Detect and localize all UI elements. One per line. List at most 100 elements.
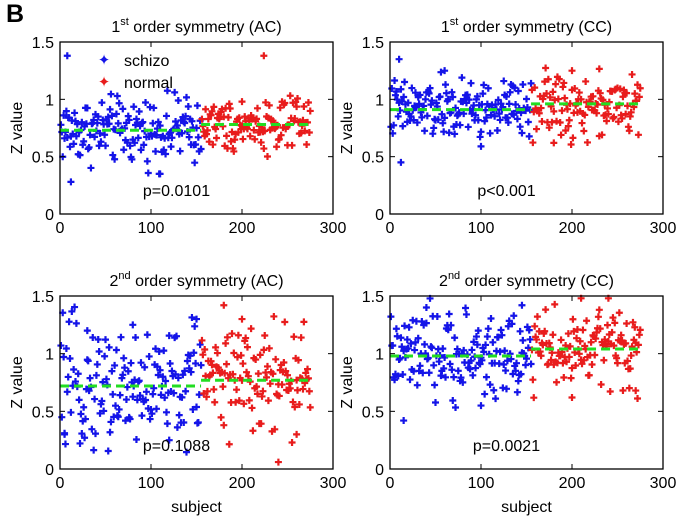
data-point-schizo <box>452 104 460 112</box>
data-point-schizo <box>460 346 468 354</box>
data-point-normal <box>240 400 248 408</box>
data-point-schizo <box>465 96 473 104</box>
data-point-schizo <box>438 110 446 118</box>
data-point-schizo <box>105 343 113 351</box>
data-point-normal <box>567 374 575 382</box>
data-point-schizo <box>139 118 147 126</box>
data-point-schizo <box>519 336 527 344</box>
data-point-schizo <box>452 404 460 412</box>
data-point-schizo <box>421 95 429 103</box>
data-point-schizo <box>406 376 414 384</box>
data-point-schizo <box>182 93 190 101</box>
data-point-normal <box>580 356 588 364</box>
data-point-schizo <box>156 122 164 130</box>
data-point-schizo <box>152 131 160 139</box>
data-point-normal <box>228 128 236 136</box>
data-point-schizo <box>162 408 170 416</box>
data-point-schizo <box>478 356 486 364</box>
data-point-normal <box>581 111 589 119</box>
data-point-schizo <box>512 100 520 108</box>
data-point-schizo <box>193 102 201 110</box>
data-point-normal <box>212 125 220 133</box>
data-point-schizo <box>187 368 195 376</box>
data-point-schizo <box>109 390 117 398</box>
data-point-normal <box>594 313 602 321</box>
data-point-normal <box>553 117 561 125</box>
data-point-normal <box>629 318 637 326</box>
data-point-schizo <box>96 129 104 137</box>
data-point-normal <box>257 420 265 428</box>
data-point-schizo <box>444 326 452 334</box>
data-point-normal <box>272 355 280 363</box>
data-point-normal <box>571 84 579 92</box>
data-point-schizo <box>108 367 116 375</box>
data-point-normal <box>634 341 642 349</box>
data-point-schizo <box>104 447 112 455</box>
data-point-normal <box>595 306 603 314</box>
data-point-schizo <box>152 147 160 155</box>
data-point-schizo <box>143 331 151 339</box>
data-point-normal <box>588 361 596 368</box>
data-point-normal <box>256 351 264 359</box>
data-point-normal <box>557 131 565 139</box>
data-point-schizo <box>506 88 514 96</box>
y-tick-label: 0.5 <box>362 150 384 167</box>
data-point-normal <box>618 114 626 122</box>
data-point-schizo <box>410 116 418 124</box>
data-point-schizo <box>64 373 72 381</box>
data-point-normal <box>226 105 234 113</box>
data-point-normal <box>291 115 299 123</box>
data-point-schizo <box>524 344 532 352</box>
data-point-schizo <box>57 121 65 129</box>
data-point-normal <box>252 356 260 364</box>
data-point-schizo <box>490 386 498 394</box>
data-point-schizo <box>415 100 423 108</box>
data-point-normal <box>546 93 554 101</box>
data-point-schizo <box>163 420 171 428</box>
data-point-schizo <box>462 310 470 318</box>
x-tick-label: 0 <box>56 220 65 237</box>
plot-frame <box>59 295 334 470</box>
data-point-schizo <box>60 353 68 361</box>
data-point-schizo <box>112 346 120 354</box>
y-axis-label: Z value <box>339 102 356 155</box>
data-point-schizo <box>88 425 96 433</box>
data-point-normal <box>623 320 631 328</box>
data-point-schizo <box>137 146 145 154</box>
data-point-normal <box>568 67 576 75</box>
x-tick-label: 100 <box>138 475 165 492</box>
data-point-schizo <box>96 409 104 417</box>
data-point-schizo <box>439 119 447 127</box>
data-point-schizo <box>441 67 449 75</box>
data-point-schizo <box>162 377 170 385</box>
data-point-schizo <box>119 105 127 113</box>
data-point-normal <box>539 341 547 349</box>
data-point-schizo <box>513 388 521 396</box>
data-point-schizo <box>154 371 162 379</box>
data-point-normal <box>199 351 207 359</box>
data-point-schizo <box>447 321 455 329</box>
p-value-annotation: p=0.0021 <box>473 438 540 455</box>
y-tick-label: 1 <box>45 347 54 364</box>
data-point-schizo <box>514 377 522 385</box>
data-point-normal <box>220 301 228 309</box>
data-point-schizo <box>106 428 114 436</box>
legend-label-normal: normal <box>124 75 173 92</box>
data-point-schizo <box>194 418 202 426</box>
data-point-schizo <box>176 147 184 155</box>
data-point-normal <box>210 385 218 393</box>
data-point-normal <box>577 95 585 103</box>
data-point-normal <box>213 134 221 142</box>
data-point-schizo <box>525 326 533 334</box>
data-point-schizo <box>84 357 92 365</box>
data-point-normal <box>610 342 618 350</box>
data-point-schizo <box>182 448 190 456</box>
data-point-normal <box>253 115 261 123</box>
data-point-normal <box>625 127 633 135</box>
data-point-normal <box>614 118 622 126</box>
data-point-schizo <box>78 118 86 126</box>
data-point-schizo <box>131 139 139 147</box>
data-point-schizo <box>73 120 81 128</box>
data-point-schizo <box>387 313 395 321</box>
data-point-schizo <box>71 303 79 311</box>
